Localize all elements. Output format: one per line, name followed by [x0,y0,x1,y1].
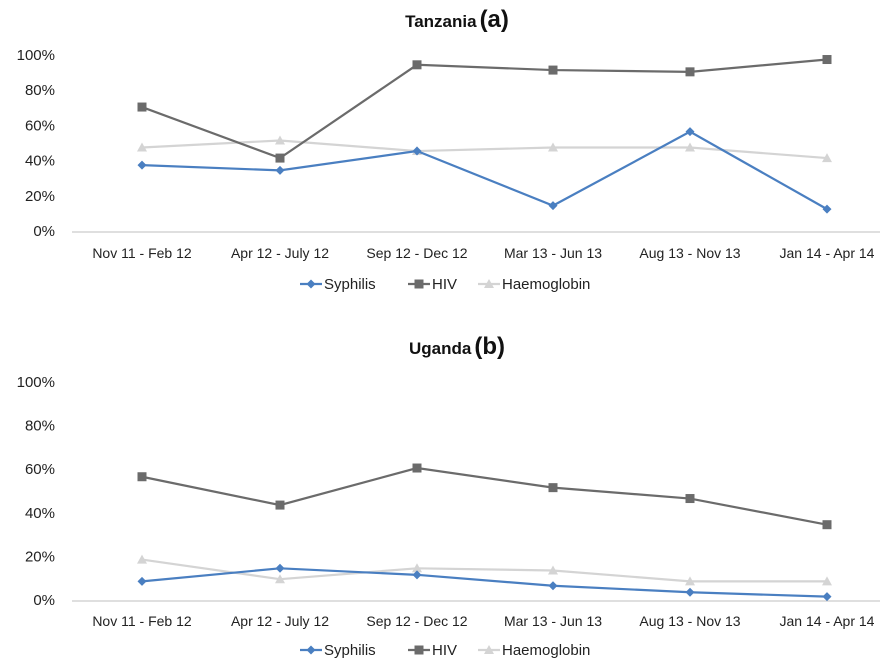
x-tick-label: Mar 13 - Jun 13 [504,245,602,261]
legend-label: HIV [432,276,457,293]
data-point-syphilis [137,160,147,170]
data-point-hiv [548,65,558,75]
y-tick-label: 80% [25,418,55,435]
data-point-syphilis [548,581,558,591]
data-point-haemoglobin [412,563,422,573]
data-point-haemoglobin [548,142,558,152]
data-point-hiv [822,55,832,65]
chart-legend: Syphilis HIV Haemoglobin [300,276,590,293]
data-point-syphilis [275,165,285,175]
x-tick-label: Apr 12 - July 12 [231,245,329,261]
x-tick-label: Aug 13 - Nov 13 [639,613,740,629]
y-tick-label: 40% [25,153,55,170]
chart-legend: Syphilis HIV Haemoglobin [300,642,590,659]
data-point-haemoglobin [275,135,285,145]
data-point-haemoglobin [137,142,147,152]
data-point-hiv [137,102,147,112]
legend-label: Syphilis [324,642,376,659]
y-tick-label: 60% [25,461,55,478]
data-point-syphilis [275,563,285,573]
legend-marker [306,645,316,655]
legend-label: Syphilis [324,276,376,293]
chart-panel-tag: (a) [480,6,509,33]
data-point-hiv [137,472,147,482]
data-point-hiv [685,67,695,77]
legend-marker [484,645,494,654]
data-point-syphilis [822,592,832,602]
chart-panel-tag: (b) [474,333,505,360]
y-tick-label: 100% [17,374,55,391]
data-point-syphilis [822,204,832,214]
chart-title-country: Tanzania [405,12,477,31]
series-line-hiv [141,466,828,526]
y-tick-label: 100% [17,47,55,64]
data-point-syphilis [137,576,147,586]
data-point-hiv [412,60,422,70]
chart-title: Tanzania (a) [405,6,509,33]
data-point-haemoglobin [685,142,695,152]
series-line-syphilis [141,130,828,211]
legend-label: Haemoglobin [502,642,590,659]
x-tick-label: Sep 12 - Dec 12 [366,613,467,629]
data-point-hiv [822,520,832,530]
data-point-hiv [275,500,285,510]
legend-marker [414,279,424,289]
y-tick-label: 40% [25,505,55,522]
data-point-hiv [412,463,422,473]
data-point-haemoglobin [548,565,558,575]
series-line-syphilis [141,567,828,598]
series-line-haemoglobin [141,558,827,583]
data-point-haemoglobin [137,554,147,564]
legend-marker [414,645,424,655]
data-point-syphilis [685,127,695,137]
data-point-syphilis [412,146,422,156]
data-point-haemoglobin [822,576,832,586]
series-line-haemoglobin [141,139,828,160]
y-tick-label: 0% [33,223,55,240]
legend-marker [306,279,316,289]
data-point-syphilis [685,587,695,597]
x-tick-label: Sep 12 - Dec 12 [366,245,467,261]
legend-marker [484,279,494,288]
y-tick-label: 20% [25,188,55,205]
x-tick-label: Nov 11 - Feb 12 [92,613,192,629]
legend-label: HIV [432,642,457,659]
data-point-syphilis [548,201,558,211]
y-tick-label: 60% [25,117,55,134]
data-point-hiv [275,153,285,163]
chart-title-country: Uganda [409,339,472,358]
x-tick-label: Jan 14 - Apr 14 [780,245,875,261]
data-point-haemoglobin [822,153,832,163]
data-point-haemoglobin [685,576,695,586]
y-tick-label: 80% [25,82,55,99]
data-point-haemoglobin [275,574,285,584]
chart-title: Uganda (b) [409,333,505,360]
y-tick-label: 0% [33,592,55,609]
data-point-hiv [685,494,695,504]
chart-tanzania: Tanzania (a) 0% 20% 40% 60% 80% 100% Nov 11 - Fe… [17,6,880,293]
data-point-hiv [548,483,558,493]
y-tick-label: 20% [25,548,55,565]
series-line-hiv [141,58,828,160]
chart-uganda: Uganda (b) 0% 20% 40% 60% 80% 100% Nov 11 - Feb … [17,333,880,659]
x-tick-label: Aug 13 - Nov 13 [639,245,740,261]
x-tick-label: Jan 14 - Apr 14 [780,613,875,629]
data-point-syphilis [412,570,422,580]
x-tick-label: Nov 11 - Feb 12 [92,245,192,261]
x-tick-label: Mar 13 - Jun 13 [504,613,602,629]
x-tick-label: Apr 12 - July 12 [231,613,329,629]
legend-label: Haemoglobin [502,276,590,293]
